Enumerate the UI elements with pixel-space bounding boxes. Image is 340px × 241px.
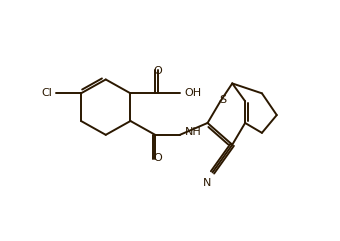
Text: S: S [219,95,226,105]
Text: N: N [203,178,212,188]
Text: Cl: Cl [41,88,52,98]
Text: NH: NH [185,127,202,137]
Text: OH: OH [185,88,202,98]
Text: O: O [154,153,163,162]
Text: O: O [154,66,163,76]
